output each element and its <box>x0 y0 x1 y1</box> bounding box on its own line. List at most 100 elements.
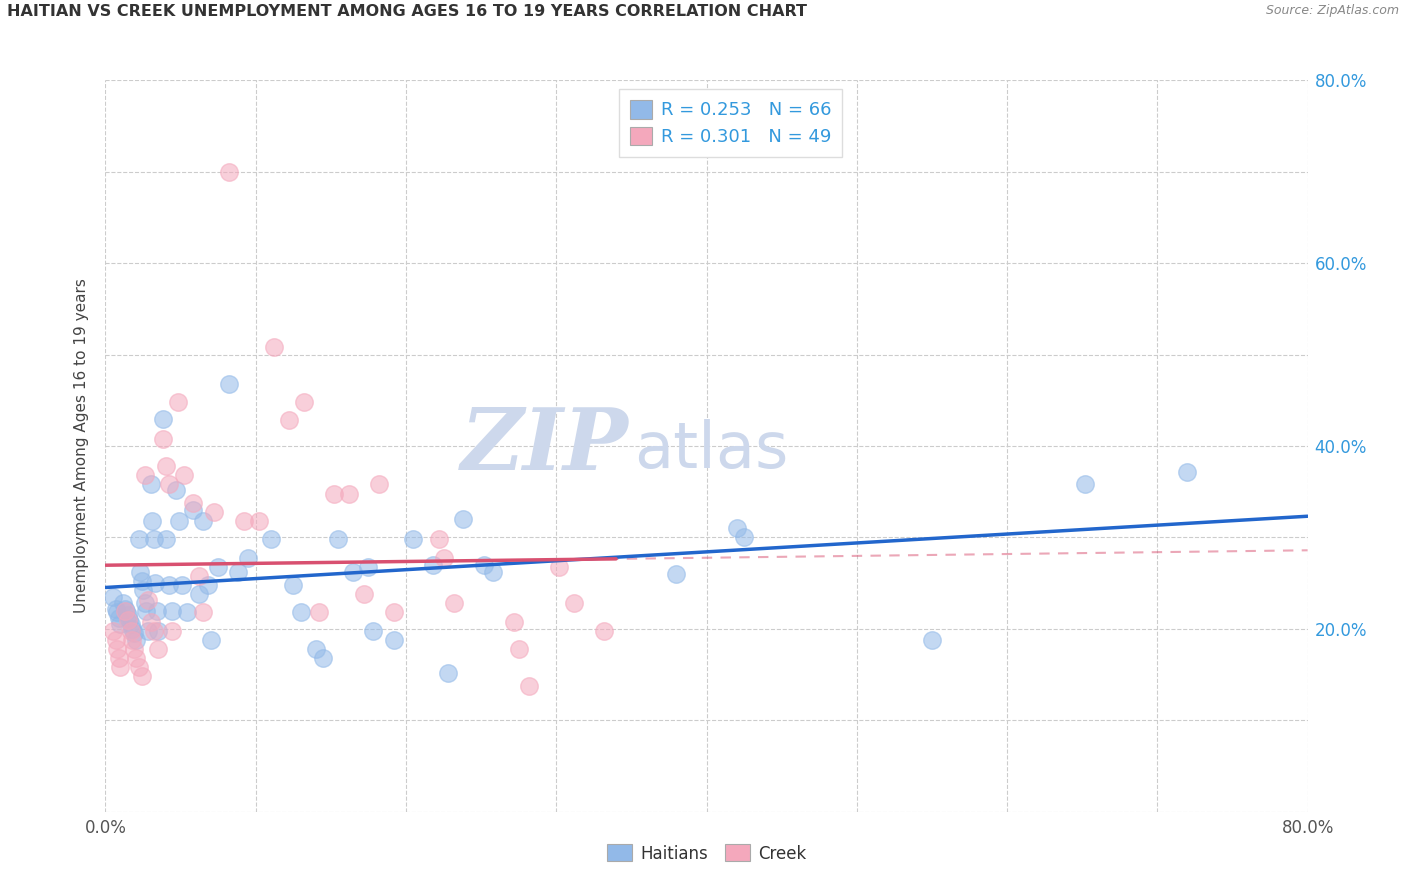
Point <box>1074 477 1097 491</box>
Point <box>322 486 344 500</box>
Point <box>921 632 943 647</box>
Point <box>562 596 585 610</box>
Point <box>155 533 177 547</box>
Point <box>131 669 153 683</box>
Point <box>157 578 180 592</box>
Text: HAITIAN VS CREEK UNEMPLOYMENT AMONG AGES 16 TO 19 YEARS CORRELATION CHART: HAITIAN VS CREEK UNEMPLOYMENT AMONG AGES… <box>7 4 807 20</box>
Text: ZIP: ZIP <box>461 404 628 488</box>
Point <box>142 624 165 638</box>
Point <box>121 622 143 636</box>
Legend: Haitians, Creek: Haitians, Creek <box>600 838 813 869</box>
Point <box>437 665 460 680</box>
Point <box>312 651 335 665</box>
Point <box>191 606 214 620</box>
Point <box>124 632 146 647</box>
Point <box>226 565 249 579</box>
Point <box>128 660 150 674</box>
Point <box>503 615 526 629</box>
Point <box>114 601 136 615</box>
Point <box>247 514 270 528</box>
Point <box>402 533 425 547</box>
Point <box>117 613 139 627</box>
Point <box>122 626 145 640</box>
Point <box>207 559 229 574</box>
Point <box>357 559 380 574</box>
Point <box>108 651 131 665</box>
Point <box>160 603 183 617</box>
Point <box>508 642 530 657</box>
Point <box>114 603 136 617</box>
Y-axis label: Unemployment Among Ages 16 to 19 years: Unemployment Among Ages 16 to 19 years <box>75 278 90 614</box>
Point <box>665 567 688 582</box>
Point <box>238 550 260 565</box>
Point <box>232 514 254 528</box>
Point <box>472 558 495 572</box>
Point <box>283 578 305 592</box>
Point <box>146 624 169 638</box>
Point <box>593 624 616 638</box>
Point <box>292 395 315 409</box>
Point <box>118 613 141 627</box>
Point <box>120 624 142 638</box>
Point <box>308 606 330 620</box>
Point <box>382 632 405 647</box>
Point <box>101 624 124 638</box>
Point <box>733 530 755 544</box>
Point <box>482 565 505 579</box>
Point <box>128 533 150 547</box>
Point <box>548 559 571 574</box>
Point <box>263 340 285 354</box>
Point <box>122 642 145 657</box>
Point <box>152 432 174 446</box>
Point <box>139 477 162 491</box>
Point <box>422 558 444 572</box>
Point <box>290 606 312 620</box>
Point <box>160 624 183 638</box>
Point <box>305 642 328 657</box>
Point <box>104 601 127 615</box>
Point <box>112 596 135 610</box>
Point <box>382 606 405 620</box>
Point <box>132 583 155 598</box>
Point <box>108 611 131 625</box>
Point <box>129 565 152 579</box>
Text: Source: ZipAtlas.com: Source: ZipAtlas.com <box>1265 4 1399 18</box>
Point <box>432 550 454 565</box>
Point <box>142 533 165 547</box>
Point <box>145 603 167 617</box>
Point <box>200 632 222 647</box>
Point <box>1175 465 1198 479</box>
Point <box>120 617 142 632</box>
Point <box>167 514 190 528</box>
Point <box>725 521 748 535</box>
Point <box>136 592 159 607</box>
Point <box>187 569 209 583</box>
Point <box>337 486 360 500</box>
Point <box>328 533 350 547</box>
Point <box>121 632 143 647</box>
Point <box>218 376 240 391</box>
Point <box>146 642 169 657</box>
Point <box>181 503 204 517</box>
Point <box>368 477 391 491</box>
Point <box>197 578 219 592</box>
Text: atlas: atlas <box>634 418 789 481</box>
Point <box>218 165 240 179</box>
Point <box>139 615 162 629</box>
Point <box>202 505 225 519</box>
Point <box>141 514 163 528</box>
Point <box>135 603 157 617</box>
Point <box>107 642 129 657</box>
Point <box>134 468 156 483</box>
Point <box>131 574 153 589</box>
Point <box>173 468 195 483</box>
Point <box>110 617 132 632</box>
Point <box>104 632 127 647</box>
Point <box>136 624 159 638</box>
Point <box>124 651 146 665</box>
Point <box>191 514 214 528</box>
Point <box>181 496 204 510</box>
Point <box>107 606 129 620</box>
Point <box>443 596 465 610</box>
Point <box>115 603 138 617</box>
